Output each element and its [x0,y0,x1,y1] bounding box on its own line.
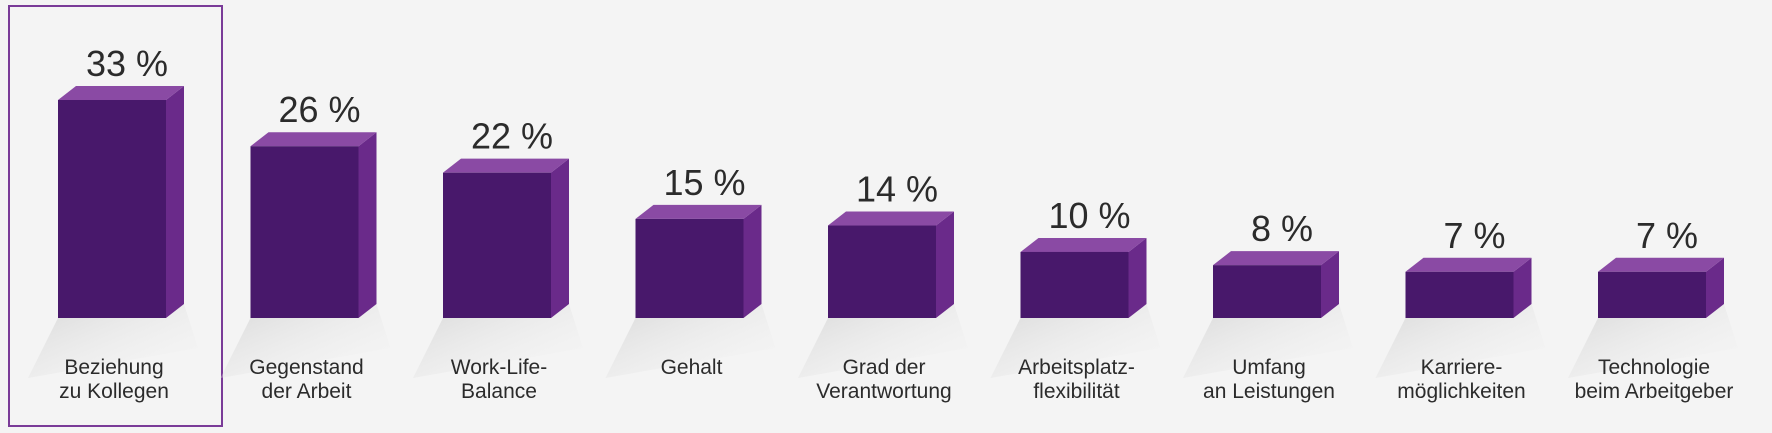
category-label: Arbeitsplatz-flexibilität [1018,356,1135,403]
bar-top [635,204,762,219]
category-label: Umfang an Leistungen [1203,356,1335,403]
bar-shadow [605,304,776,378]
bar-top [1405,257,1532,272]
bar-group: 15 % Gehalt [605,162,776,379]
bar-shadow [413,304,583,378]
category-label: Beziehung zu Kollegen [59,356,169,403]
bar-side [1513,257,1532,318]
value-label: 26 % [278,89,360,130]
value-label: 8 % [1251,208,1313,249]
category-label: Grad der Verantwortung [816,356,951,403]
category-label: Gehalt [661,356,723,379]
bar-side [1706,257,1724,318]
value-label: 7 % [1443,215,1505,256]
bar-side [1321,251,1339,318]
bar-top [250,132,377,147]
bar-group: 10 % Arbeitsplatz-flexibilität [990,195,1161,403]
bar-top [1213,251,1339,266]
bar-top [1020,237,1147,252]
bar-group: 7 % Karriere-möglichkeiten [1375,215,1546,403]
category-label: Technologie beim Arbeitgeber [1575,356,1734,403]
bar-shadow [28,304,198,378]
bar-shadow [220,304,391,378]
bar-top [58,86,184,100]
bar [828,225,936,318]
value-label: 33 % [86,43,168,84]
bar-top [828,211,954,226]
bar [1598,271,1706,318]
bar-top [443,158,569,173]
bar-side [743,204,762,318]
bar-top [1598,257,1724,272]
category-label: Gegenstand der Arbeit [249,356,363,403]
bar-shadow [990,304,1161,378]
category-label: Karriere-möglichkeiten [1397,356,1525,403]
highlight-frame [8,5,223,427]
bar-shadow [1183,304,1353,378]
bar [443,172,551,318]
bar [58,100,166,318]
value-label: 10 % [1048,195,1130,236]
value-label: 15 % [663,162,745,203]
bar-group: 26 % Gegenstand der Arbeit [220,89,391,403]
category-label: Work-Life-Balance [451,356,547,403]
bar-side [936,211,954,318]
bar-side [551,158,569,318]
bar [635,218,744,318]
bar-group: 22 % Work-Life-Balance [413,116,583,403]
value-label: 22 % [471,116,553,157]
bar-side [166,86,184,318]
bar-group: 14 % Grad der Verantwortung [798,169,968,403]
bar-side [1128,237,1147,318]
bar-group: 8 % Umfang an Leistungen [1183,208,1353,403]
bar-shadow [1375,304,1546,378]
bar-group: 7 % Technologie beim Arbeitgeber [1568,215,1738,403]
value-label: 7 % [1636,215,1698,256]
bar [1213,265,1321,318]
bar-group: 33 % Beziehung zu Kollegen [28,43,198,403]
value-label: 14 % [856,169,938,210]
bar [1020,251,1129,318]
bar [250,146,359,318]
bar-shadow [798,304,968,378]
bar-shadow [1568,304,1738,378]
bar [1405,271,1514,318]
bar-side [358,132,377,318]
